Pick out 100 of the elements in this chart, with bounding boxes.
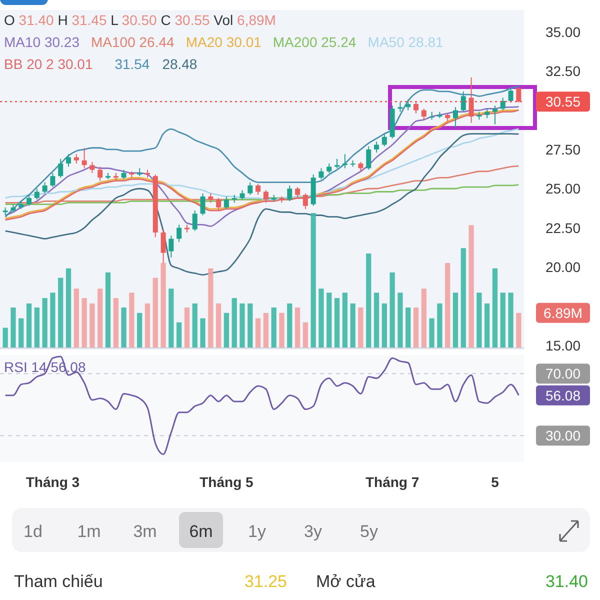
candlestick (121, 169, 126, 180)
text: MA200 25.24 (272, 34, 356, 50)
candlestick (302, 192, 308, 210)
bar (137, 312, 142, 348)
bar (476, 292, 482, 348)
y-tick-label: 30.00 (545, 428, 581, 444)
bar (334, 298, 340, 348)
candlestick (200, 192, 206, 216)
candlestick (342, 154, 348, 169)
y-tick-label: 20.00 (545, 258, 581, 275)
y-tick-label: 22.50 (545, 220, 581, 236)
bar (437, 303, 442, 348)
candlestick (358, 161, 364, 172)
bar (326, 292, 332, 348)
bar (271, 308, 276, 348)
bar (74, 288, 79, 348)
candlestick (484, 108, 490, 119)
bar (468, 225, 474, 348)
x-tick-label: 5 (491, 474, 500, 490)
bar (105, 272, 111, 348)
text: MA100 26.44 (91, 34, 174, 50)
candlestick (256, 183, 261, 196)
y-tick-label: 15.00 (545, 337, 581, 354)
candlestick (374, 141, 380, 154)
bar (310, 213, 316, 348)
bar (508, 292, 514, 348)
text: MA50 28.81 (368, 34, 444, 50)
bar (168, 288, 174, 348)
bar (176, 322, 182, 348)
bar (160, 262, 166, 348)
bar (2, 328, 8, 348)
bar (358, 308, 364, 348)
bar (350, 303, 356, 348)
bar (216, 303, 222, 348)
bar (144, 303, 150, 348)
bar (192, 303, 198, 348)
candlestick (263, 190, 268, 204)
bar (279, 312, 284, 348)
bar (10, 308, 16, 348)
text: 31.40 (545, 572, 588, 591)
bar (398, 292, 403, 348)
bar (232, 298, 237, 348)
candlestick (398, 102, 403, 112)
bar (224, 312, 230, 348)
category-label: 3m (133, 522, 157, 541)
x-tick-label: Tháng 5 (200, 474, 254, 490)
bar (66, 268, 72, 348)
bar (460, 248, 466, 348)
bar (42, 298, 48, 348)
bar (18, 318, 24, 348)
bar (50, 292, 56, 348)
bar (208, 268, 214, 348)
category-label: 5y (360, 522, 378, 541)
candlestick (452, 106, 458, 128)
bar (152, 278, 158, 348)
bar (240, 303, 245, 348)
bar (516, 312, 522, 348)
bar (121, 308, 126, 348)
text: O 31.40 H 31.45 L 30.50 C 30.55 Vol 6,89M (4, 12, 276, 28)
candlestick (66, 154, 72, 168)
bar (413, 308, 419, 348)
category-label: 3y (304, 522, 322, 541)
text: 31.25 (244, 572, 287, 591)
text: Mở cửa (316, 572, 376, 591)
candlestick (248, 182, 253, 196)
bar (366, 254, 372, 348)
bar (98, 288, 103, 348)
candlestick (366, 146, 372, 170)
bar (302, 322, 308, 348)
bar (58, 278, 64, 348)
bar (82, 298, 87, 348)
candlestick (318, 168, 324, 180)
y-tick-label: 32.50 (545, 63, 581, 80)
candlestick (176, 224, 182, 242)
candlestick (326, 163, 332, 174)
candlestick (240, 190, 245, 200)
y-tick-label: 27.50 (545, 141, 581, 158)
bar (255, 318, 261, 348)
bar (113, 298, 118, 348)
candlestick (224, 196, 229, 210)
candlestick (492, 105, 498, 125)
candlestick (414, 102, 418, 114)
candlestick (382, 133, 387, 147)
candlestick (216, 198, 222, 212)
bar (406, 308, 411, 348)
bar (382, 303, 387, 348)
text: 6.89M (544, 304, 582, 321)
bar (26, 303, 32, 348)
candlestick (168, 235, 174, 258)
bar (445, 262, 450, 348)
bar (263, 312, 269, 348)
bar (200, 318, 206, 348)
candlestick (26, 194, 32, 206)
bar (484, 303, 490, 348)
y-tick-label: 25.00 (545, 180, 581, 197)
candlestick (90, 161, 95, 174)
text: BB 20 2 30.01 (4, 56, 93, 72)
bar (90, 303, 95, 348)
line-series (4, 85, 520, 218)
bar (342, 292, 348, 348)
